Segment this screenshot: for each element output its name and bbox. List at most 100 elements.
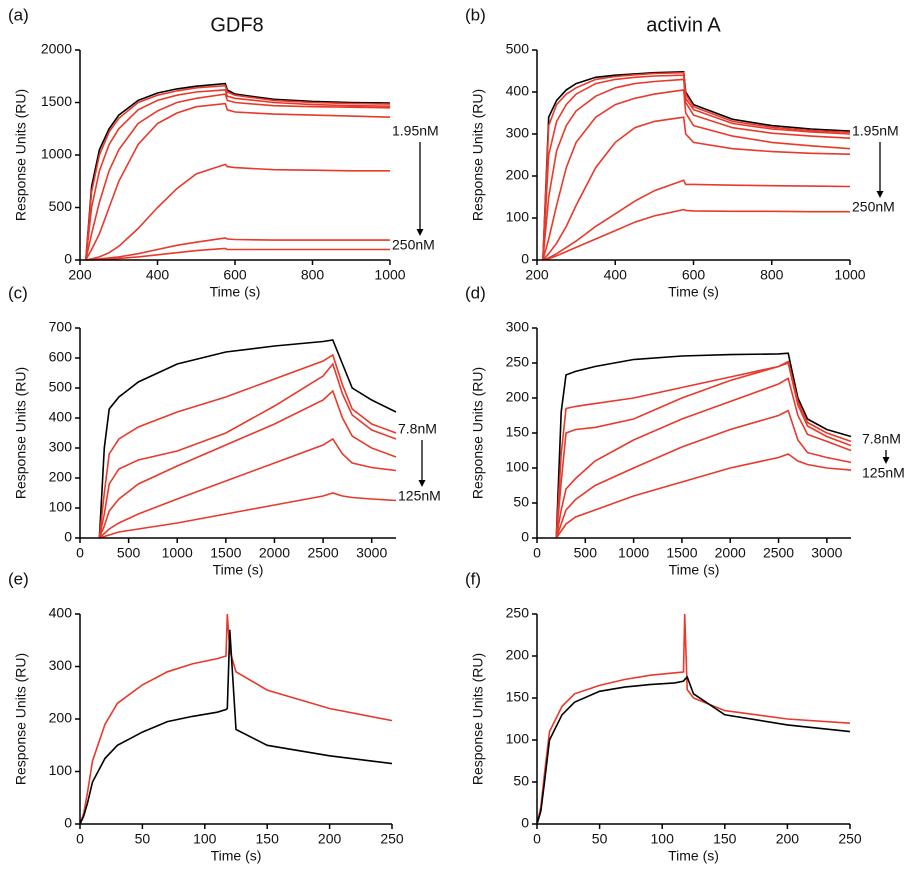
data-line bbox=[542, 179, 851, 261]
data-line bbox=[98, 353, 397, 539]
x-tick-label: 100 bbox=[651, 831, 675, 847]
x-tick-label: 3000 bbox=[356, 545, 387, 561]
x-tick-label: 100 bbox=[193, 831, 217, 847]
x-tick-label: 1500 bbox=[210, 545, 241, 561]
y-tick-label: 400 bbox=[506, 83, 530, 99]
y-tick-label: 500 bbox=[506, 41, 530, 57]
y-tick-label: 200 bbox=[506, 647, 530, 663]
y-axis-label: Response Units (RU) bbox=[470, 653, 486, 785]
x-tick-label: 150 bbox=[256, 831, 280, 847]
y-tick-label: 250 bbox=[506, 605, 530, 621]
x-axis-label: Time (s) bbox=[211, 848, 262, 864]
x-tick-label: 2500 bbox=[763, 545, 794, 561]
x-tick-label: 2500 bbox=[307, 545, 338, 561]
x-tick-label: 2000 bbox=[715, 545, 746, 561]
data-line bbox=[98, 339, 397, 539]
x-tick-label: 800 bbox=[760, 267, 784, 283]
x-tick-label: 200 bbox=[68, 267, 92, 283]
x-tick-label: 200 bbox=[525, 267, 549, 283]
x-axis-label: Time (s) bbox=[213, 562, 264, 578]
y-tick-label: 400 bbox=[49, 409, 73, 425]
x-tick-label: 600 bbox=[682, 267, 706, 283]
data-line bbox=[536, 675, 851, 825]
x-tick-label: 2000 bbox=[259, 545, 290, 561]
x-tick-label: 200 bbox=[318, 831, 342, 847]
data-line bbox=[99, 492, 397, 539]
data-line bbox=[85, 93, 391, 261]
data-line bbox=[555, 361, 852, 539]
y-axis-label: Response Units (RU) bbox=[470, 367, 486, 499]
data-line bbox=[542, 74, 851, 261]
arrow-head bbox=[876, 191, 884, 198]
data-line bbox=[98, 389, 397, 539]
x-tick-label: 250 bbox=[380, 831, 404, 847]
y-tick-label: 0 bbox=[64, 815, 72, 831]
y-tick-label: 300 bbox=[49, 439, 73, 455]
data-line bbox=[85, 84, 391, 261]
panel-label: (c) bbox=[8, 283, 28, 302]
y-tick-label: 1500 bbox=[41, 93, 72, 109]
x-tick-label: 0 bbox=[533, 545, 541, 561]
y-tick-label: 2000 bbox=[41, 41, 72, 57]
panel-title: GDF8 bbox=[210, 14, 263, 36]
y-tick-label: 0 bbox=[64, 529, 72, 545]
panel-title: activin A bbox=[646, 14, 721, 36]
data-line bbox=[85, 102, 391, 261]
data-line bbox=[85, 163, 390, 261]
y-tick-label: 1000 bbox=[41, 146, 72, 162]
x-tick-label: 0 bbox=[76, 831, 84, 847]
y-tick-label: 200 bbox=[506, 167, 530, 183]
x-tick-label: 150 bbox=[713, 831, 737, 847]
x-tick-label: 3000 bbox=[811, 545, 842, 561]
y-tick-label: 100 bbox=[49, 762, 73, 778]
data-line bbox=[555, 352, 852, 539]
y-tick-label: 0 bbox=[64, 251, 72, 267]
x-tick-label: 400 bbox=[146, 267, 170, 283]
x-tick-label: 1000 bbox=[162, 545, 193, 561]
y-tick-label: 100 bbox=[49, 499, 73, 515]
x-tick-label: 400 bbox=[604, 267, 628, 283]
data-line bbox=[555, 377, 852, 539]
data-line bbox=[98, 362, 397, 539]
annotation: 125nM bbox=[398, 488, 441, 504]
y-tick-label: 500 bbox=[49, 379, 73, 395]
annotation: 7.8nM bbox=[398, 421, 437, 437]
x-axis-label: Time (s) bbox=[669, 562, 720, 578]
y-tick-label: 0 bbox=[521, 815, 529, 831]
data-line bbox=[85, 82, 391, 261]
x-axis-label: Time (s) bbox=[668, 284, 719, 300]
x-axis-label: Time (s) bbox=[668, 848, 719, 864]
x-tick-label: 1000 bbox=[834, 267, 865, 283]
y-axis-label: Response Units (RU) bbox=[470, 89, 486, 221]
x-tick-label: 0 bbox=[76, 545, 84, 561]
y-tick-label: 600 bbox=[49, 349, 73, 365]
panel-label: (f) bbox=[465, 569, 481, 588]
annotation: 1.95nM bbox=[392, 123, 439, 139]
data-line bbox=[542, 78, 851, 261]
y-tick-label: 0 bbox=[521, 251, 529, 267]
y-tick-label: 100 bbox=[506, 731, 530, 747]
x-tick-label: 50 bbox=[135, 831, 151, 847]
y-tick-label: 100 bbox=[506, 209, 530, 225]
x-tick-label: 1500 bbox=[666, 545, 697, 561]
x-tick-label: 1000 bbox=[374, 267, 405, 283]
data-line bbox=[79, 613, 393, 825]
arrow-head bbox=[882, 457, 890, 464]
y-tick-label: 200 bbox=[506, 389, 530, 405]
y-tick-label: 300 bbox=[49, 657, 73, 673]
x-tick-label: 250 bbox=[838, 831, 862, 847]
arrow-head bbox=[416, 229, 424, 236]
y-tick-label: 250 bbox=[506, 354, 530, 370]
x-tick-label: 800 bbox=[301, 267, 325, 283]
y-tick-label: 0 bbox=[521, 529, 529, 545]
x-tick-label: 1000 bbox=[618, 545, 649, 561]
y-tick-label: 50 bbox=[513, 773, 529, 789]
y-tick-label: 50 bbox=[513, 494, 529, 510]
data-line bbox=[555, 360, 852, 539]
y-tick-label: 100 bbox=[506, 459, 530, 475]
panel-label: (d) bbox=[465, 283, 486, 302]
x-tick-label: 500 bbox=[574, 545, 598, 561]
annotation: 7.8nM bbox=[862, 431, 901, 447]
y-tick-label: 150 bbox=[506, 424, 530, 440]
data-line bbox=[555, 453, 852, 539]
